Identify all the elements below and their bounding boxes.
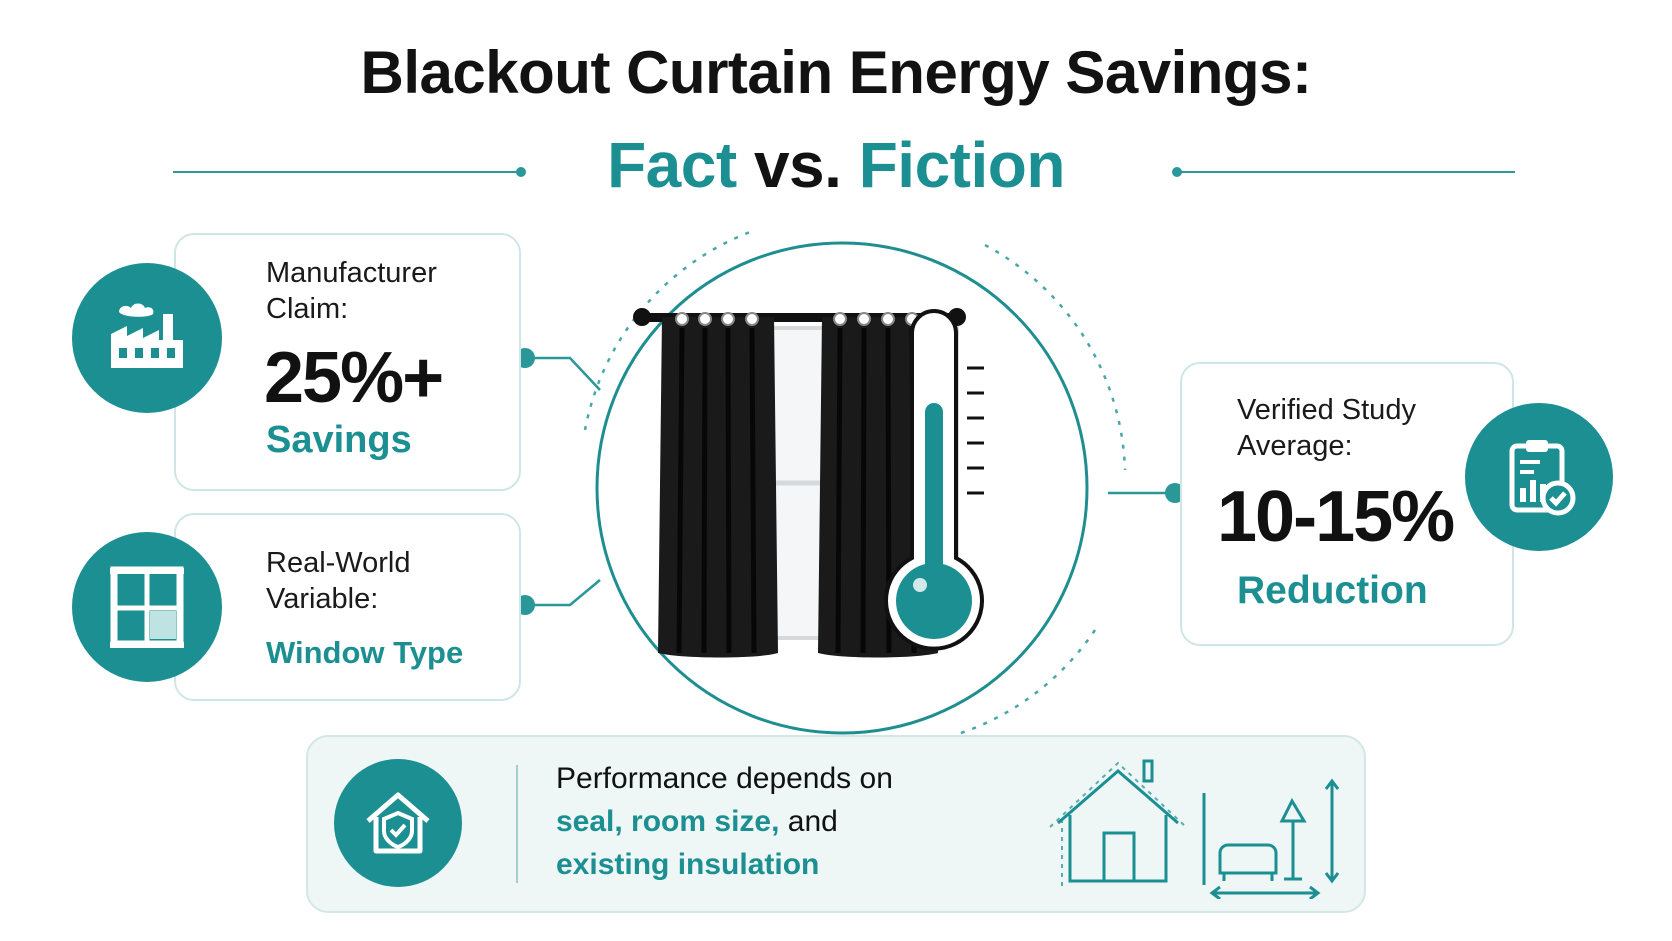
summary-banner: Performance depends on seal, room size, … [306, 735, 1366, 913]
study-label-line2: Average: [1237, 430, 1353, 462]
banner-line2-rest: and [779, 805, 838, 838]
window-icon [72, 532, 222, 682]
banner-divider [516, 765, 518, 883]
claim-value: 25%+ [264, 338, 444, 418]
page-title: Blackout Curtain Energy Savings: [360, 39, 1312, 106]
banner-line3: existing insulation [556, 848, 820, 881]
dashed-arc-bottom [954, 629, 1097, 737]
room-outline-icon [1049, 759, 1340, 899]
variable-connector [525, 579, 601, 607]
factory-icon [72, 263, 222, 413]
variable-label: Real-World Variable: [266, 545, 411, 617]
study-value: 10-15% [1217, 477, 1455, 557]
subtitle-vs: vs. [753, 129, 842, 201]
house-shield-icon [334, 759, 462, 887]
claim-unit: Savings [266, 419, 412, 461]
curtain-thermometer-icon [595, 241, 1089, 735]
subtitle-fact: Fact [607, 129, 737, 201]
variable-card: Real-World Variable: Window Type [174, 513, 521, 701]
subtitle-fiction: Fiction [858, 129, 1066, 201]
page-subtitle: Fact vs. Fiction [0, 128, 1672, 202]
dashed-arc-right [984, 243, 1127, 471]
variable-label-line2: Variable: [266, 583, 379, 615]
header-divider-left [173, 171, 521, 173]
header-divider-left-dot [516, 167, 526, 177]
claim-card: Manufacturer Claim: 25%+ Savings [174, 233, 521, 491]
claim-label: Manufacturer Claim: [266, 255, 437, 327]
clipboard-chart-icon [1465, 403, 1613, 551]
claim-label-line2: Claim: [266, 293, 349, 325]
banner-text: Performance depends on seal, room size, … [556, 757, 893, 886]
banner-line1: Performance depends on [556, 762, 893, 795]
variable-label-line1: Real-World [266, 547, 411, 579]
claim-connector [525, 356, 601, 391]
study-label-line1: Verified Study [1237, 394, 1416, 426]
claim-label-line1: Manufacturer [266, 257, 437, 289]
variable-value: Window Type [266, 635, 464, 670]
study-label: Verified Study Average: [1237, 392, 1416, 464]
header-divider-right [1177, 171, 1515, 173]
banner-line2: seal, room size, and [556, 800, 893, 843]
banner-line2-highlight: seal, room size, [556, 805, 780, 838]
study-card: Verified Study Average: 10-15% Reduction [1180, 362, 1514, 646]
study-unit: Reduction [1237, 569, 1428, 612]
